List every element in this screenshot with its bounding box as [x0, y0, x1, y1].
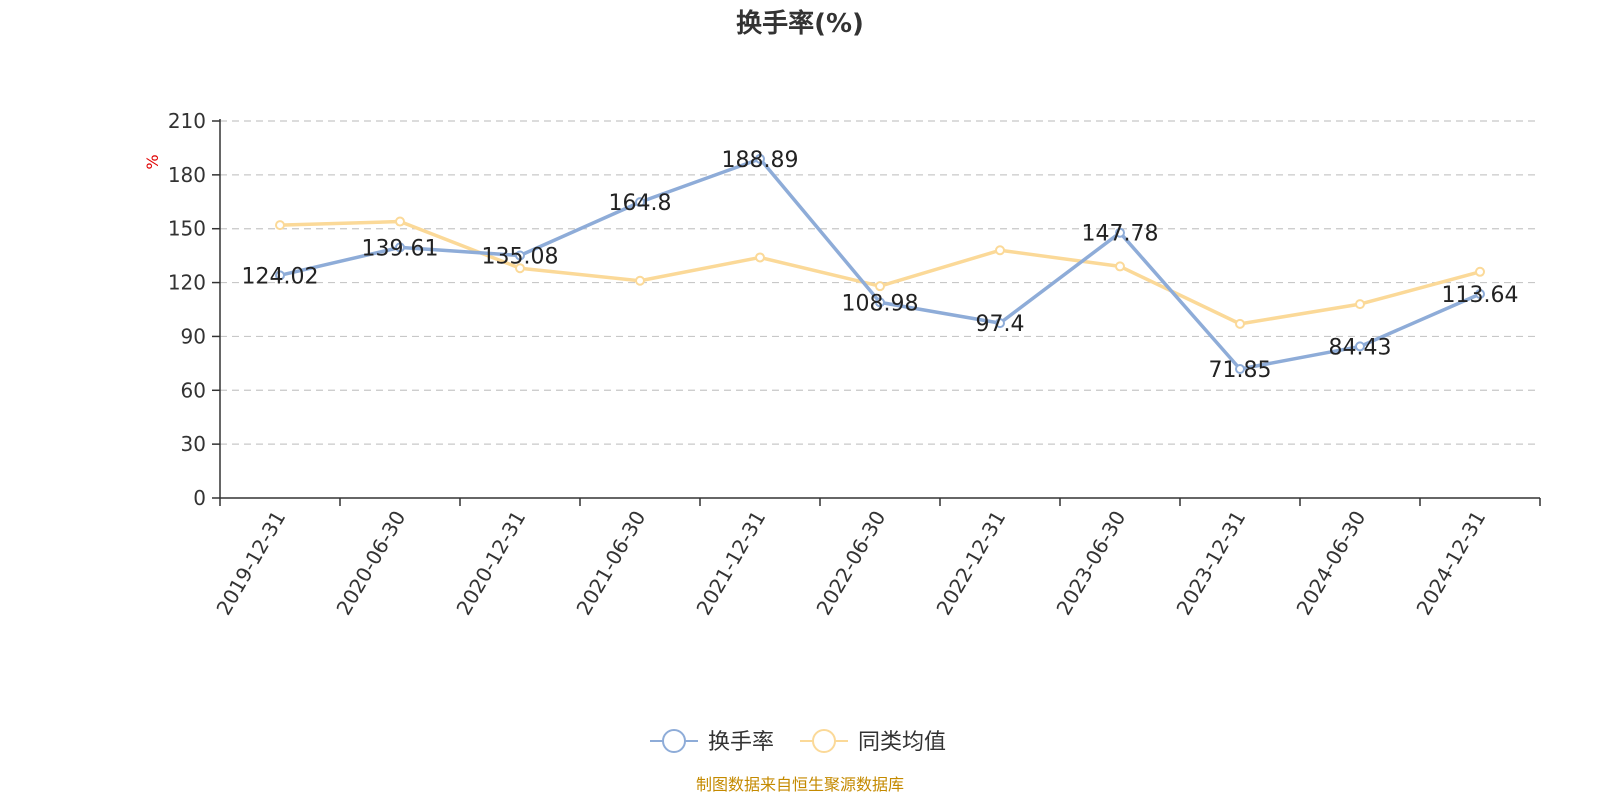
series-1-point-3	[635, 275, 645, 286]
data-label-6: 97.4	[976, 312, 1025, 337]
data-label-7: 147.78	[1082, 222, 1159, 247]
data-label-0: 124.02	[242, 264, 319, 289]
data-label-9: 84.43	[1329, 335, 1392, 360]
series-0-point-8	[1235, 364, 1245, 375]
legend-marker-1	[812, 729, 836, 753]
data-label-5: 108.98	[842, 291, 919, 316]
series-0-point-2	[515, 250, 525, 261]
data-label-2: 135.08	[482, 244, 559, 269]
y-tick-label-0: 0	[193, 486, 206, 510]
series-1-point-1	[395, 216, 405, 227]
series-1-point-6	[995, 245, 1005, 256]
data-labels: 124.02 139.61 135.08 164.8 188.89 108.98 97.4 1…	[242, 148, 1519, 383]
series-1-point-2	[515, 263, 525, 274]
series-1-point-5	[875, 281, 885, 292]
legend-label-1[interactable]: 同类均值	[858, 730, 946, 755]
y-tick-label-60: 60	[181, 378, 206, 402]
series-layer	[275, 153, 1485, 375]
series-0-point-0	[275, 270, 285, 281]
y-tick-label-30: 30	[181, 432, 206, 456]
series-1-point-10	[1475, 266, 1485, 277]
x-tick-label-5: 2022-06-30	[811, 507, 890, 620]
series-0-point-5	[875, 297, 885, 308]
y-tick-label-180: 180	[168, 163, 206, 187]
series-1-point-0	[275, 220, 285, 231]
data-label-3: 164.8	[609, 191, 672, 216]
series-0-point-9	[1355, 341, 1365, 352]
legend: 换手率 同类均值	[650, 729, 946, 755]
x-tick-label-9: 2024-06-30	[1291, 507, 1370, 620]
series-1-point-7	[1115, 261, 1125, 272]
x-tick-label-8: 2023-12-31	[1171, 507, 1250, 620]
x-tick-label-2: 2020-12-31	[451, 507, 530, 620]
series-1-point-4	[755, 252, 765, 263]
series-1-point-9	[1355, 299, 1365, 310]
series-0-point-3	[635, 197, 645, 208]
series-0-point-6	[995, 318, 1005, 329]
y-tick-label-120: 120	[168, 271, 206, 295]
x-tick-label-3: 2021-06-30	[571, 507, 650, 620]
series-0-point-4	[755, 153, 765, 164]
data-label-8: 71.85	[1209, 358, 1272, 383]
source-note: 制图数据来自恒生聚源数据库	[696, 775, 904, 794]
series-1-point-8	[1235, 318, 1245, 329]
legend-label-0[interactable]: 换手率	[708, 730, 774, 755]
x-tick-label-6: 2022-12-31	[931, 507, 1010, 620]
series-0-point-7	[1115, 227, 1125, 238]
axes: 0 30 60 90 120 150 180 210 2019-12-31 2020-06-30 2…	[168, 109, 1541, 620]
data-label-1: 139.61	[362, 236, 439, 261]
y-tick-label-150: 150	[168, 217, 206, 241]
y-tick-label-90: 90	[181, 324, 206, 348]
x-tick-label-10: 2024-12-31	[1411, 507, 1490, 620]
x-tick-label-1: 2020-06-30	[331, 507, 410, 620]
x-tick-label-7: 2023-06-30	[1051, 507, 1130, 620]
y-axis-unit-label: %	[143, 154, 162, 169]
data-label-10: 113.64	[1442, 283, 1519, 308]
series-0-point-1	[395, 242, 405, 253]
chart-title: 换手率(%)	[736, 8, 864, 39]
legend-marker-0	[662, 729, 686, 753]
y-tick-label-210: 210	[168, 109, 206, 133]
data-label-4: 188.89	[722, 148, 799, 173]
series-line-0	[279, 157, 1481, 371]
x-tick-label-4: 2021-12-31	[691, 507, 770, 620]
x-tick-label-0: 2019-12-31	[211, 507, 290, 620]
series-0-point-10	[1475, 288, 1485, 299]
